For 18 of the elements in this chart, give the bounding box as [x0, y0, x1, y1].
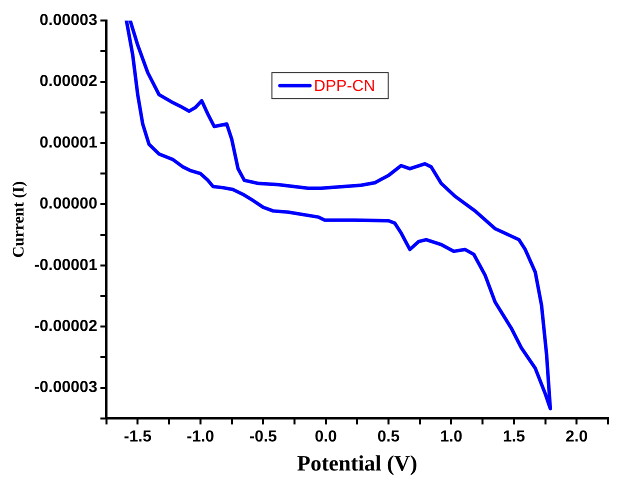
x-tick-label: 1.5	[502, 428, 526, 446]
y-tick-label: 0.00003	[40, 12, 98, 30]
y-axis-title: Current (I)	[10, 181, 28, 258]
x-tick-label: 2.0	[566, 428, 588, 446]
y-tick-label: -0.00003	[34, 379, 98, 396]
y-tick-label: 0.00001	[40, 134, 98, 152]
x-tick-label: -1.0	[186, 428, 214, 446]
x-tick-label: 0.5	[377, 428, 400, 446]
y-tick-label: 0.00000	[40, 196, 98, 213]
y-tick-label: 0.00002	[40, 73, 98, 90]
x-tick-label: -0.5	[249, 428, 278, 446]
x-tick-label: 0.0	[314, 428, 338, 446]
y-tick-label: -0.00001	[34, 256, 98, 274]
y-tick-label: -0.00002	[34, 318, 98, 336]
x-tick-label: 1.0	[440, 428, 462, 446]
x-tick-label: -1.5	[124, 428, 152, 446]
x-axis-title: Potential (V)	[297, 450, 418, 476]
legend-label: DPP-CN	[314, 78, 376, 96]
